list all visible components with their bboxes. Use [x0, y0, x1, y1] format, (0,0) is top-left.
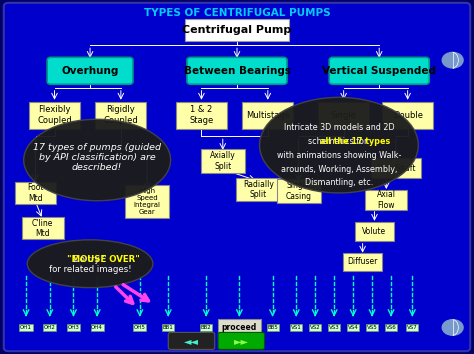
Text: BB1: BB1	[163, 325, 173, 330]
Text: Centrifugal Pump: Centrifugal Pump	[182, 25, 292, 35]
FancyBboxPatch shape	[343, 253, 382, 271]
Text: proceed: proceed	[222, 323, 257, 332]
Text: VS7: VS7	[407, 325, 418, 330]
Text: Single
Casing: Single Casing	[286, 182, 311, 201]
Text: Multistage: Multistage	[246, 110, 290, 120]
Text: Radially
Split: Radially Split	[243, 180, 274, 199]
Text: TYPES OF CENTRIFUGAL PUMPS: TYPES OF CENTRIFUGAL PUMPS	[144, 8, 330, 18]
Text: VS2: VS2	[310, 325, 320, 330]
Text: C'line
Mtd: C'line Mtd	[32, 219, 54, 238]
Circle shape	[442, 320, 463, 335]
Text: OH5: OH5	[134, 325, 146, 330]
FancyBboxPatch shape	[176, 102, 227, 129]
Text: with animations showing Walk-: with animations showing Walk-	[277, 151, 401, 160]
FancyBboxPatch shape	[382, 102, 433, 129]
Text: OH1: OH1	[20, 325, 32, 330]
Text: Between Bearings: Between Bearings	[183, 66, 291, 76]
Text: High
Speed
Integral
Gear: High Speed Integral Gear	[134, 188, 160, 215]
Text: Single: Single	[331, 110, 356, 120]
Text: VS1: VS1	[291, 325, 301, 330]
Text: Axial
Flow: Axial Flow	[377, 190, 396, 210]
Text: BB5: BB5	[267, 325, 278, 330]
Ellipse shape	[24, 119, 171, 201]
Text: schematics for: schematics for	[308, 137, 370, 146]
FancyBboxPatch shape	[168, 332, 215, 349]
FancyBboxPatch shape	[22, 217, 64, 240]
FancyBboxPatch shape	[236, 178, 281, 200]
FancyBboxPatch shape	[201, 149, 245, 173]
Text: for related images!: for related images!	[49, 265, 131, 274]
Text: Line Shaft: Line Shaft	[376, 164, 415, 173]
Text: arounds, Working, Assembly,: arounds, Working, Assembly,	[281, 165, 397, 174]
Text: VS5: VS5	[367, 325, 377, 330]
FancyBboxPatch shape	[187, 57, 287, 84]
Text: VS4: VS4	[348, 325, 358, 330]
Ellipse shape	[259, 97, 418, 193]
Text: Axially
Split: Axially Split	[210, 152, 236, 171]
FancyBboxPatch shape	[125, 185, 169, 218]
Text: "MOUSE OVER": "MOUSE OVER"	[40, 255, 140, 264]
FancyBboxPatch shape	[29, 102, 80, 129]
Text: VS3: VS3	[329, 325, 339, 330]
Text: Overhung: Overhung	[61, 66, 119, 76]
FancyBboxPatch shape	[318, 102, 369, 129]
Text: 17 types of pumps (guided
by API classification) are
described!: 17 types of pumps (guided by API classif…	[33, 143, 161, 172]
FancyBboxPatch shape	[371, 158, 421, 178]
Text: OH4: OH4	[91, 325, 103, 330]
FancyBboxPatch shape	[277, 179, 320, 203]
Text: Flexibly
Coupled: Flexibly Coupled	[37, 105, 72, 125]
FancyBboxPatch shape	[47, 57, 133, 84]
Text: Vertical Suspended: Vertical Suspended	[322, 66, 436, 76]
Text: Foot
Mtd: Foot Mtd	[27, 183, 44, 202]
FancyBboxPatch shape	[329, 57, 429, 84]
Text: Intricate 3D models and 2D: Intricate 3D models and 2D	[283, 123, 394, 132]
Text: Rigidly
Coupled: Rigidly Coupled	[103, 105, 138, 125]
Text: Do try ": Do try "	[73, 255, 107, 264]
Text: ►►: ►►	[234, 336, 249, 346]
FancyBboxPatch shape	[242, 102, 293, 129]
Text: OH3: OH3	[67, 325, 80, 330]
Text: Volute: Volute	[363, 227, 386, 236]
Text: OH2: OH2	[44, 325, 56, 330]
FancyBboxPatch shape	[95, 102, 146, 129]
Ellipse shape	[27, 240, 153, 287]
FancyBboxPatch shape	[185, 19, 289, 41]
FancyBboxPatch shape	[355, 223, 394, 241]
FancyBboxPatch shape	[15, 182, 56, 204]
FancyBboxPatch shape	[218, 332, 264, 349]
FancyBboxPatch shape	[365, 190, 407, 210]
Text: Double: Double	[392, 110, 423, 120]
FancyBboxPatch shape	[218, 319, 261, 336]
FancyBboxPatch shape	[4, 3, 470, 351]
Circle shape	[442, 52, 463, 68]
Text: VS6: VS6	[386, 325, 396, 330]
Text: ◄◄: ◄◄	[184, 336, 199, 346]
Text: 1 & 2
Stage: 1 & 2 Stage	[189, 105, 214, 125]
Text: all the 17 types: all the 17 types	[287, 137, 391, 146]
Text: Dismantling, etc.: Dismantling, etc.	[305, 178, 373, 187]
Text: Diffuser: Diffuser	[347, 257, 378, 267]
Text: BB2: BB2	[201, 325, 211, 330]
